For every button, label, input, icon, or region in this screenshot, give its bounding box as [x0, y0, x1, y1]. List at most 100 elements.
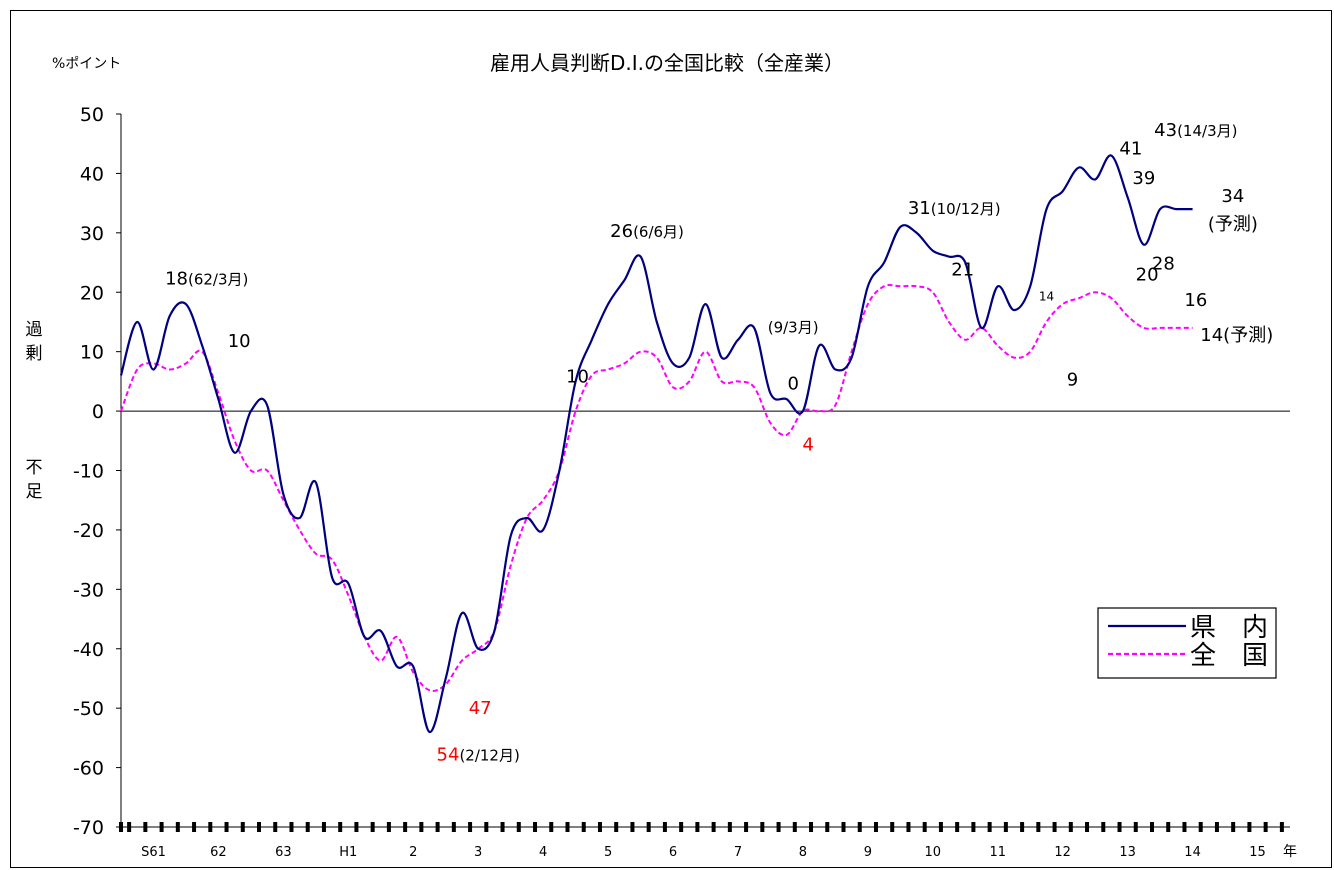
annotation-label-a6: 0 — [787, 374, 798, 395]
annotation-value: 28 — [1152, 254, 1175, 275]
x-tick-label: 14 — [1184, 845, 1201, 860]
annotation-label-a15: 39 — [1132, 168, 1155, 189]
annotation-label-a22: 14(予測) — [1200, 325, 1273, 346]
annotation-value: 10 — [566, 367, 589, 388]
y-tick-label: -20 — [73, 520, 104, 542]
y-tick-label: -70 — [73, 817, 104, 839]
legend-label-prefecture: 県 内 — [1190, 613, 1268, 643]
annotation-note: (2/12月) — [459, 746, 519, 764]
chart-title: 雇用人員判断D.I.の全国比較（全産業） — [490, 51, 844, 75]
annotation-label-a2: 10 — [228, 331, 251, 352]
y-tick-label: -50 — [73, 698, 104, 720]
annotation-note: (62/3月) — [188, 271, 248, 289]
axes — [116, 113, 1290, 832]
y-tick-label: 30 — [80, 223, 104, 245]
annotation-label-a21: 16 — [1184, 290, 1207, 311]
y-tick-label: 10 — [80, 342, 104, 364]
annotation-value: 16 — [1184, 290, 1207, 311]
x-tick-label: 7 — [734, 845, 742, 860]
y-label-surplus-char: 過 — [26, 320, 43, 340]
x-tick-label: 9 — [864, 845, 872, 860]
series-lines — [119, 154, 1193, 734]
annotation-value: 26 — [610, 221, 633, 242]
annotation-label-a5: (9/3月) — [768, 319, 819, 337]
x-tick-labels: S61 62 63 H1 2 3 4 5 6 7 8 9 10 11 12 13 14 15 年 — [141, 844, 1297, 860]
x-tick-label: 15 — [1249, 845, 1266, 860]
y-tick-label: 20 — [80, 282, 104, 304]
annotation-label-a4: 10 — [566, 367, 589, 388]
y-tick-label: 50 — [80, 104, 104, 126]
x-tick-label: H1 — [339, 845, 357, 860]
annotation-label-a19: (予測) — [1208, 214, 1258, 235]
annotation-label-a18: 34 — [1221, 186, 1244, 207]
annotation-label-a10: 31(10/12月) — [908, 198, 1001, 219]
y-label-shortage: 不足 — [26, 458, 43, 502]
annotation-value: 47 — [469, 698, 492, 719]
annotation-label-a20: 20 — [1136, 264, 1159, 285]
annotation-value: 34 — [1221, 186, 1244, 207]
y-tick-label: 40 — [80, 163, 104, 185]
data-annotations: 18(62/3月) 10 26(6/6月) 10 (9/3月) 0 4 54(2/12月) 47… — [165, 120, 1273, 765]
x-tick-label: 13 — [1119, 845, 1136, 860]
x-axis-unit: 年 — [1283, 844, 1297, 860]
y-label-surplus: 過剰 — [26, 320, 43, 364]
annotation-note: (14/3月) — [1177, 122, 1237, 140]
y-tick-label: -60 — [73, 758, 104, 780]
annotation-note: (9/3月) — [768, 319, 819, 337]
legend: 県 内全 国 — [1097, 607, 1277, 679]
annotation-label-a13: 9 — [1067, 370, 1078, 391]
y-tick-label: -40 — [73, 639, 104, 661]
y-tick-labels: 50 40 30 20 10 0 -10 -20 -30 -40 -50 -60 -70 — [73, 104, 104, 839]
series-line-prefecture — [119, 154, 1193, 734]
y-label-shortage-char: 足 — [26, 482, 43, 502]
annotation-value: 39 — [1132, 168, 1155, 189]
x-tick-label: 62 — [210, 845, 227, 860]
annotation-value: 4 — [802, 434, 813, 455]
annotation-label-a7: 4 — [802, 434, 813, 455]
annotation-value: 43 — [1154, 120, 1177, 141]
annotation-label-a12: 14 — [1039, 290, 1054, 304]
x-tick-label: 5 — [604, 845, 612, 860]
x-tick-label: 6 — [669, 845, 677, 860]
y-tick-label: -10 — [73, 461, 104, 483]
x-tick-label: 8 — [799, 845, 807, 860]
x-tick-label: 3 — [474, 845, 482, 860]
annotation-value: 21 — [951, 260, 974, 281]
x-tick-label: 10 — [925, 845, 942, 860]
annotation-label-a11: 21 — [951, 260, 974, 281]
legend-box — [1097, 607, 1277, 679]
annotation-note: (10/12月) — [931, 200, 1001, 218]
annotation-label-a16: 43(14/3月) — [1154, 120, 1237, 141]
x-tick-label: S61 — [141, 845, 166, 860]
y-label-surplus-char: 剰 — [26, 344, 43, 364]
annotation-value: 9 — [1067, 370, 1078, 391]
annotation-value: (予測) — [1208, 214, 1258, 235]
y-tick-label: -30 — [73, 579, 104, 601]
annotation-value: 10 — [228, 331, 251, 352]
annotation-value: 31 — [908, 198, 931, 219]
annotation-label-a17: 28 — [1152, 254, 1175, 275]
annotation-value: 20 — [1136, 264, 1159, 285]
x-tick-label: 11 — [989, 845, 1006, 860]
annotation-note: (6/6月) — [633, 223, 684, 241]
annotation-label-a9: 47 — [469, 698, 492, 719]
annotation-value: 14 — [1039, 290, 1054, 304]
y-tick-label: 0 — [92, 401, 104, 423]
annotation-label-a14: 41 — [1119, 138, 1142, 159]
chart-frame — [10, 10, 1332, 868]
annotation-value: 18 — [165, 269, 188, 290]
y-axis-unit: %ポイント — [52, 56, 121, 72]
annotation-label-a1: 18(62/3月) — [165, 269, 248, 290]
x-tick-label: 4 — [539, 845, 547, 860]
annotation-value: 0 — [787, 374, 798, 395]
x-tick-label: 12 — [1054, 845, 1071, 860]
annotation-value: 54 — [437, 744, 460, 765]
annotation-value: 41 — [1119, 138, 1142, 159]
x-tick-label: 2 — [409, 845, 417, 860]
x-tick-label: 63 — [275, 845, 292, 860]
annotation-label-a8: 54(2/12月) — [437, 744, 520, 765]
annotation-value: 14(予測) — [1200, 325, 1273, 346]
series-line-national — [120, 283, 1193, 692]
legend-label-national: 全 国 — [1190, 641, 1268, 671]
